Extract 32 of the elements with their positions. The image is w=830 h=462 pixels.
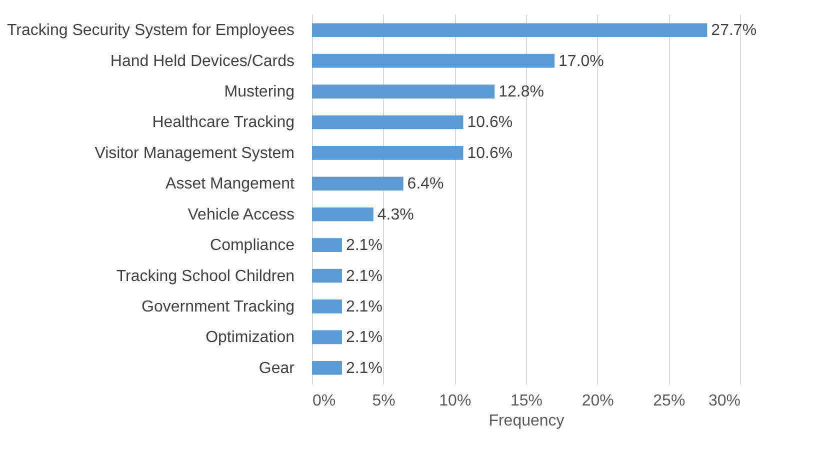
y-tick-label: Asset Mangement bbox=[166, 176, 296, 193]
data-label: 6.4% bbox=[407, 176, 444, 193]
x-tick-label: 0% bbox=[312, 392, 336, 410]
data-label: 10.6% bbox=[467, 114, 513, 132]
x-axis-title: Frequency bbox=[488, 412, 564, 430]
x-tick-label: 5% bbox=[372, 392, 396, 410]
data-label: 10.6% bbox=[467, 144, 513, 162]
y-tick-label: Gear bbox=[258, 360, 296, 377]
data-label: 2.1% bbox=[346, 298, 382, 316]
y-tick-label: Government Tracking bbox=[142, 298, 294, 316]
data-label: 12.8% bbox=[498, 84, 544, 101]
y-tick-label: Healthcare Tracking bbox=[152, 114, 294, 132]
x-tick-label: 15% bbox=[510, 392, 543, 410]
data-label: 2.1% bbox=[346, 360, 382, 377]
y-tick-label: Optimization bbox=[206, 329, 294, 346]
y-tick-label: Vehicle Access bbox=[188, 206, 294, 224]
x-tick-label: 20% bbox=[582, 392, 614, 410]
x-tick-label: 25% bbox=[653, 392, 686, 410]
x-tick-label: 10% bbox=[439, 392, 472, 410]
data-label: 2.1% bbox=[346, 329, 382, 346]
data-label: 27.7% bbox=[711, 22, 757, 40]
y-tick-label: Tracking Security System for Employees bbox=[7, 22, 294, 40]
y-tick-label: Hand Held Devices/Cards bbox=[110, 52, 294, 70]
data-label: 2.1% bbox=[346, 268, 382, 285]
y-tick-label: Mustering bbox=[224, 84, 294, 101]
data-label: 2.1% bbox=[346, 237, 382, 254]
data-label: 17.0% bbox=[558, 52, 604, 70]
y-tick-label: Compliance bbox=[210, 237, 295, 254]
x-tick-label: 30% bbox=[708, 392, 740, 410]
y-tick-label: Visitor Management System bbox=[94, 144, 294, 162]
y-tick-label: Tracking School Children bbox=[116, 268, 294, 285]
data-label: 4.3% bbox=[377, 206, 414, 224]
